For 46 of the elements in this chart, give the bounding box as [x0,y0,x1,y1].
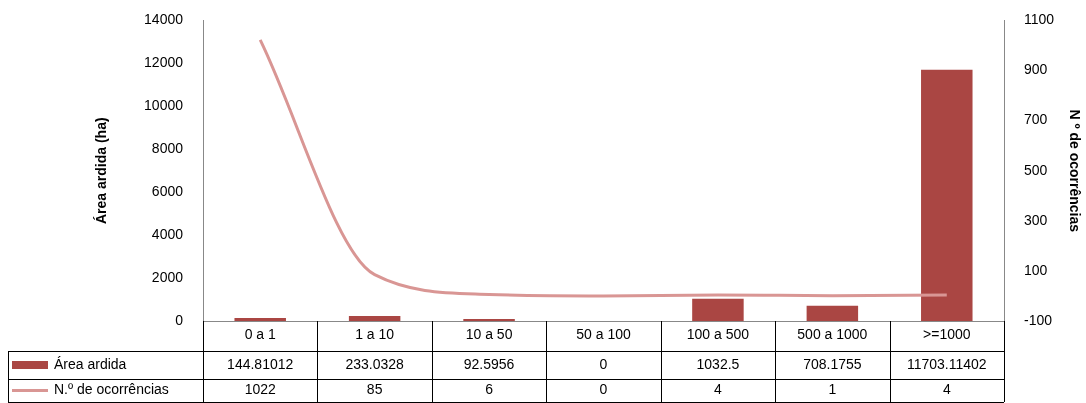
data-label: 144.81012 [227,355,294,372]
bar [348,316,401,321]
line-series [258,38,949,298]
y2-tick-label: 300 [1024,211,1048,228]
y2-tick-label: 1100 [1024,11,1055,28]
x-tick-label: 1 a 10 [355,326,395,343]
x-tick-label: 0 a 1 [244,326,276,343]
x-tick-label: 100 a 500 [686,326,750,343]
x-tick-label: 10 a 50 [465,326,513,343]
x-tick-label: 50 a 100 [576,326,631,343]
legend-label: Área ardida [54,355,127,372]
data-label: 1 [828,381,837,398]
data-label: 4 [942,381,951,398]
y-tick-label: 12000 [144,54,184,71]
data-label: 1032.5 [696,355,740,372]
y-tick-label: 8000 [151,140,184,157]
data-label: 0 [599,355,608,372]
y-axis-title: Área ardida (ha) [93,117,110,224]
y-tick-label: 6000 [151,183,184,200]
legend-label: N.º de ocorrências [54,381,169,398]
y2-tick-label: 100 [1024,261,1048,278]
data-label: 0 [599,381,608,398]
data-label: 85 [366,381,383,398]
data-label: 233.0328 [345,355,405,372]
x-tick-label: >=1000 [923,326,971,343]
data-label: 6 [485,381,494,398]
y-tick-label: 14000 [144,11,184,28]
y-tick-label: 2000 [151,268,184,285]
y2-tick-label: 700 [1024,111,1048,128]
y2-tick-label: -100 [1024,311,1053,328]
bar [806,305,859,321]
x-tick-label: 500 a 1000 [797,326,868,343]
y2-tick-label: 500 [1024,161,1048,178]
data-label: 92.5956 [463,355,515,372]
data-label: 708.1755 [803,355,862,372]
y-tick-label: 10000 [144,97,184,114]
bar [921,69,973,321]
data-label: 11703.11402 [906,355,987,372]
bar [234,317,286,321]
data-label: 4 [714,381,723,398]
data-label: 1022 [244,381,276,398]
y2-tick-label: 900 [1024,61,1048,78]
y-tick-label: 4000 [151,225,184,242]
bar [692,298,744,321]
y-tick-label: 0 [175,311,184,328]
y2-axis-title: N º de ocorrências [1066,109,1083,233]
